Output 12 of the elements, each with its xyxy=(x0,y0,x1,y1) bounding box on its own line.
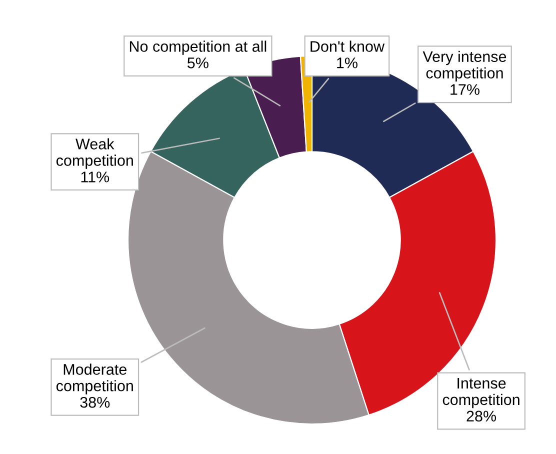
data-label: 11% xyxy=(81,172,110,182)
slice-label: Don't know xyxy=(310,40,385,52)
slice-label: Weak competition xyxy=(56,138,133,169)
slice-label: No competition at all xyxy=(130,40,266,55)
data-label: 1% xyxy=(337,58,358,68)
data-label: 28% xyxy=(466,410,496,422)
slice-label: Intense competition xyxy=(442,378,520,408)
slice-label: Very intense competition xyxy=(422,50,506,82)
data-label: 17% xyxy=(450,84,480,95)
data-label: 5% xyxy=(187,58,208,68)
slice-label: Moderate competition xyxy=(56,364,133,394)
data-label: 38% xyxy=(80,396,110,408)
